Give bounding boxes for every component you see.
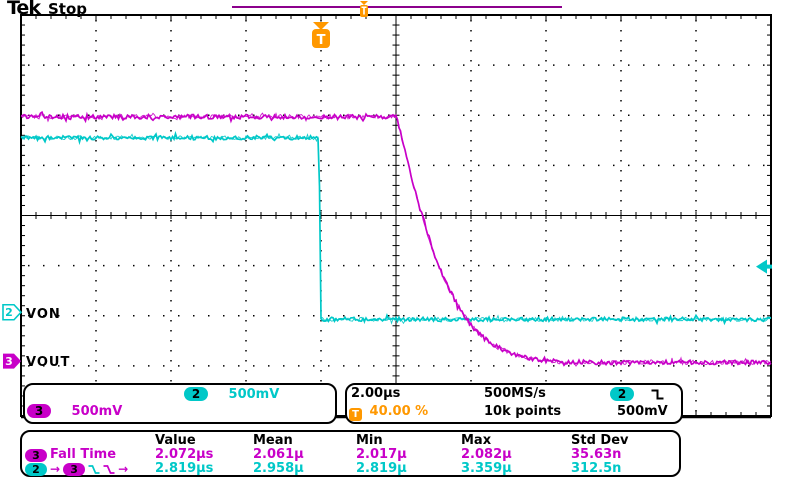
delay-min: 2.819µ [356,461,407,476]
record-trigger-marker [360,1,368,17]
channel2-scale: 500mV [228,387,280,402]
falltime-min: 2.017µ [356,447,407,462]
trigger-position-marker: T [312,22,330,48]
measurement-row-delay-label: 2 → 3 → [25,462,155,476]
measurement-corner-cell [25,434,155,448]
channel3-scale: 500mV [71,404,123,419]
channel3-readout: 3 500mV [27,404,122,419]
channel3-waveform-label: VOUT [26,355,71,370]
delay-stddev: 312.5n [571,461,622,476]
header: Tek Stop [7,0,87,19]
acquisition-status: Stop [47,0,87,18]
channel3-badge: 3 [63,462,86,476]
channel3-badge: 3 [27,404,51,418]
trigger-falling-slope-icon [651,389,664,400]
svg-text:3: 3 [5,355,13,368]
falltime-stddev: 35.63n [571,447,622,462]
falltime-mean: 2.061µ [253,447,304,462]
delay-mean: 2.958µ [253,461,304,476]
delay-max: 3.359µ [461,461,512,476]
svg-text:2: 2 [5,306,13,319]
column-header-stddev: Std Dev [571,433,629,448]
channel3-position-marker: 3 [3,353,21,369]
falling-edge-icon [88,464,100,474]
falltime-value: 2.072µs [155,447,214,462]
column-header-min: Min [356,433,383,448]
graticule [20,14,772,419]
measurement-table: Value Mean Min Max Std Dev 3 Fall Time 2… [20,430,681,477]
channel2-position-marker: 2 [2,303,23,321]
channel3-badge: 3 [25,448,47,462]
trace-ch2-von [20,130,772,326]
column-header-mean: Mean [253,433,293,448]
tek-logo: Tek [7,0,41,19]
arrow-icon: → [118,462,129,476]
arrow-icon: → [50,462,61,476]
trigger-position-value: 40.00 % [369,404,429,419]
column-header-max: Max [461,433,492,448]
channel-scale-readout: 2 500mV 3 500mV [23,383,337,424]
column-header-value: Value [155,433,196,448]
measurement-row-falltime-label: 3 Fall Time [25,448,155,462]
horizontal-trigger-readout: 2.00µs 500MS/s 2 T 40.00 % 10k points 50… [345,383,683,424]
channel2-waveform-label: VON [26,307,61,322]
falling-edge-icon [103,464,115,474]
trigger-level-arrow [756,259,772,274]
timebase-value: 2.00µs [351,386,401,401]
sample-rate-value: 500MS/s [484,386,546,401]
trigger-position-readout: T 40.00 % [349,404,428,421]
trigger-icon: T [349,408,362,421]
trigger-source-badge: 2 [610,387,634,401]
record-length-value: 10k points [484,404,562,419]
falltime-max: 2.082µ [461,447,512,462]
channel2-readout: 2 500mV [184,387,279,402]
trace-ch3-vout [20,110,772,367]
trigger-level-value: 500mV [617,404,668,419]
channel2-badge: 2 [25,462,47,476]
svg-text:T: T [317,33,326,48]
channel2-badge: 2 [184,387,208,401]
measurement-name: Fall Time [50,447,117,462]
delay-value: 2.819µs [155,461,214,476]
measurement-grid: Value Mean Min Max Std Dev 3 Fall Time 2… [25,434,679,476]
